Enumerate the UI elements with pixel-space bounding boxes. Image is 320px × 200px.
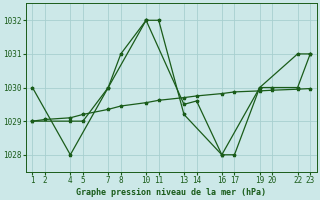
X-axis label: Graphe pression niveau de la mer (hPa): Graphe pression niveau de la mer (hPa) — [76, 188, 266, 197]
